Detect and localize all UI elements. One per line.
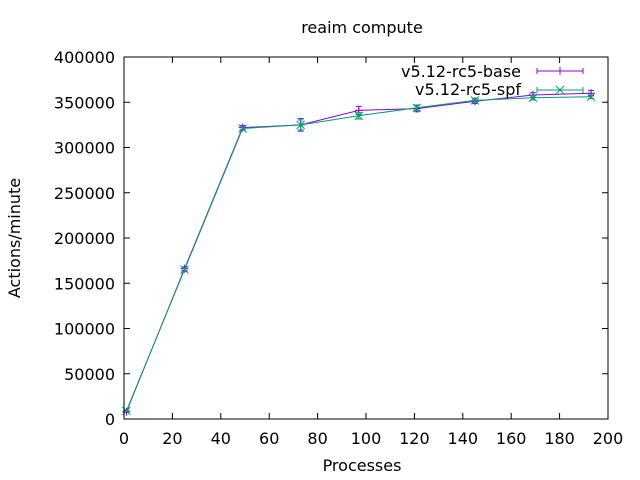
y-tick-label: 250000	[54, 184, 115, 203]
y-tick-label: 0	[105, 410, 115, 429]
y-tick-label: 200000	[54, 229, 115, 248]
legend-marker	[555, 85, 565, 95]
x-marker-b	[586, 92, 596, 102]
data-point	[180, 265, 189, 275]
x-tick-label: 0	[119, 429, 129, 448]
y-tick-label: 50000	[64, 365, 115, 384]
x-tick-label: 40	[211, 429, 231, 448]
series-1	[122, 92, 596, 416]
x-marker-b	[238, 124, 247, 133]
x-marker-b	[528, 93, 538, 103]
x-marker-b	[180, 265, 189, 275]
series-line	[125, 92, 592, 412]
series-0	[122, 89, 596, 416]
x-marker-b	[296, 120, 306, 130]
series-layer	[122, 89, 596, 416]
data-point	[238, 124, 247, 133]
data-point	[470, 96, 480, 105]
data-point	[586, 92, 596, 102]
x-tick-label: 20	[162, 429, 182, 448]
x-tick-label: 180	[544, 429, 575, 448]
x-marker-b	[555, 85, 565, 95]
legend-label-base: v5.12-rc5-base	[401, 62, 521, 81]
data-point	[412, 103, 422, 113]
x-axis-label: Processes	[323, 456, 402, 475]
x-tick-label: 60	[259, 429, 279, 448]
y-tick-label: 150000	[54, 274, 115, 293]
y-tick-label: 350000	[54, 93, 115, 112]
x-tick-label: 120	[399, 429, 430, 448]
x-tick-label: 160	[496, 429, 527, 448]
legend-sample-base	[536, 67, 584, 75]
x-marker-b	[354, 111, 364, 121]
x-tick-label: 140	[448, 429, 479, 448]
series-line	[125, 96, 592, 412]
legend-marker	[556, 67, 564, 75]
y-axis-label: Actions/minute	[5, 178, 24, 298]
x-marker-b	[470, 96, 480, 105]
data-point	[354, 111, 364, 121]
y-tick-label: 400000	[54, 48, 115, 67]
y-tick-label: 300000	[54, 139, 115, 158]
legend-label-spf: v5.12-rc5-spf	[415, 80, 521, 99]
x-tick-label: 200	[593, 429, 624, 448]
y-axis-ticks: 0 50000 100000 150000 200000 250000 300000 3500…	[54, 48, 608, 429]
x-marker-b	[412, 103, 422, 113]
chart-title: reaim compute	[301, 18, 423, 37]
plot-frame	[123, 56, 609, 420]
y-tick-label: 100000	[54, 320, 115, 339]
x-tick-label: 100	[351, 429, 382, 448]
x-tick-label: 80	[307, 429, 327, 448]
legend-sample-spf	[536, 85, 584, 95]
data-point	[528, 93, 538, 103]
legend: v5.12-rc5-base v5.12-rc5-spf	[401, 62, 584, 99]
x-axis-ticks: 0 20 40 60 80 100 120 140 160 180 200	[119, 57, 623, 448]
data-point	[296, 120, 306, 130]
